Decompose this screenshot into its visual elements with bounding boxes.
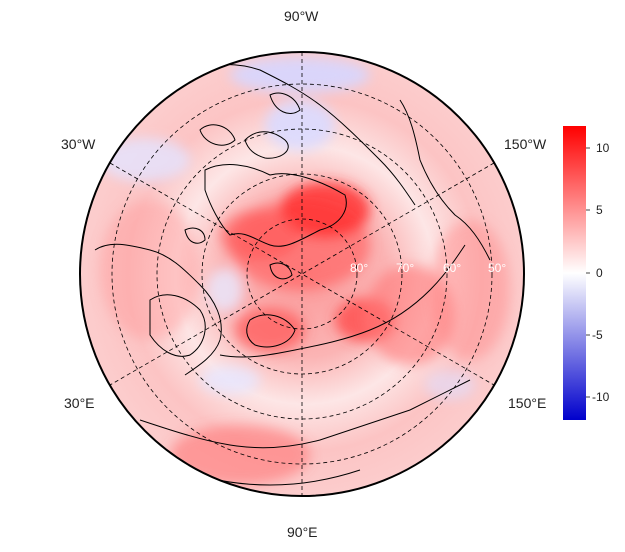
colorbar xyxy=(563,126,590,420)
colorbar-label-10: 10 xyxy=(596,141,610,155)
meridian-30w-150e xyxy=(109,162,495,386)
meridian-150w-30e xyxy=(109,162,495,386)
siberia-coast xyxy=(219,244,466,358)
lon-label-90w: 90°W xyxy=(284,8,319,24)
colorbar-label-0: 0 xyxy=(596,266,603,280)
greenland-coast xyxy=(204,164,347,247)
latitude-labels: 80° 70° 60° 50° xyxy=(350,261,506,275)
lon-label-150e: 150°E xyxy=(508,395,547,411)
lat-label-50: 50° xyxy=(488,261,506,275)
alaska-coast xyxy=(399,99,491,261)
scandinavia-coast xyxy=(149,294,206,357)
lon-label-30e: 30°E xyxy=(64,395,95,411)
lat-label-60: 60° xyxy=(443,261,461,275)
colorbar-label-neg10: -10 xyxy=(592,390,610,404)
novaya-zemlya xyxy=(246,314,296,348)
svalbard xyxy=(269,262,293,280)
europe-coast xyxy=(94,243,222,376)
coastlines xyxy=(94,64,491,486)
lat-label-70: 70° xyxy=(396,261,414,275)
iceland xyxy=(184,227,206,244)
graticule xyxy=(109,52,495,496)
canadian-archipelago xyxy=(199,92,301,159)
lon-label-150w: 150°W xyxy=(504,136,547,152)
colorbar-label-5: 5 xyxy=(596,203,603,217)
colorbar-label-neg5: -5 xyxy=(592,328,603,342)
lat-circle-50 xyxy=(111,83,493,465)
temperature-anomaly-field xyxy=(80,52,524,496)
colorbar-gradient xyxy=(563,126,586,420)
map-outline xyxy=(79,51,525,497)
lon-label-30w: 30°W xyxy=(61,136,96,152)
asia-interior xyxy=(139,379,471,449)
lon-label-90e: 90°E xyxy=(287,524,318,540)
lat-label-80: 80° xyxy=(350,261,368,275)
